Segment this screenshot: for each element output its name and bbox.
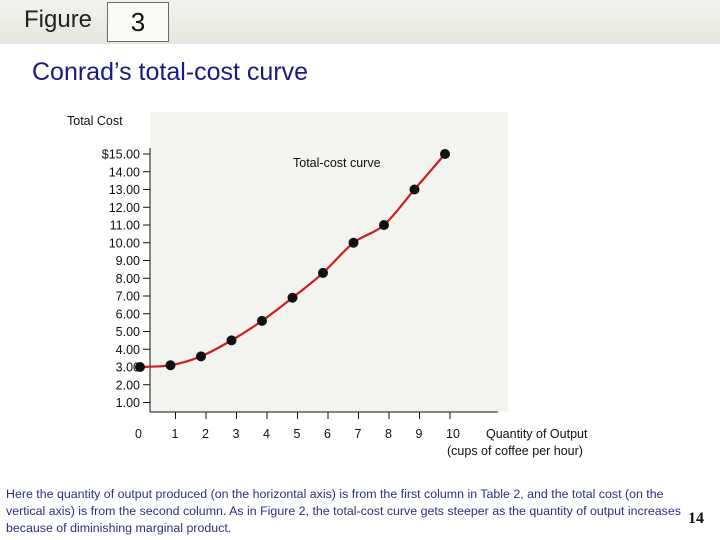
data-point xyxy=(348,237,359,248)
data-point xyxy=(440,149,450,159)
data-point xyxy=(165,360,176,371)
plot-background xyxy=(150,112,508,412)
y-tick-label: 4.00 xyxy=(116,343,140,357)
y-tick-label: 14.00 xyxy=(109,165,140,179)
data-point xyxy=(226,335,237,346)
y-tick-label: $15.00 xyxy=(102,148,140,162)
y-tick-label: 5.00 xyxy=(116,325,140,339)
x-tick-label: 4 xyxy=(263,427,270,441)
data-point xyxy=(135,362,145,372)
y-tick-label: 13.00 xyxy=(109,183,140,197)
data-point xyxy=(257,315,267,326)
x-axis-subtitle: (cups of coffee per hour) xyxy=(447,444,583,458)
x-tick-label: 3 xyxy=(233,427,240,441)
y-tick-label: 10.00 xyxy=(109,236,140,250)
total-cost-chart: 1.00 2.00 3.00 4.00 5.00 6.00 7.00 8.00 9.00 10.0… xyxy=(67,112,588,458)
y-tick-label: 6.00 xyxy=(116,307,140,321)
data-point xyxy=(287,292,298,303)
x-tick-label: 0 xyxy=(135,427,142,441)
y-tick-label: 12.00 xyxy=(109,201,140,215)
data-point xyxy=(379,220,389,230)
y-tick-label: 7.00 xyxy=(116,290,140,304)
x-tick-label: 9 xyxy=(416,427,423,441)
curve-label: Total-cost curve xyxy=(293,156,381,170)
x-ticks: 0 1 2 3 4 5 6 7 8 9 10 xyxy=(135,412,460,441)
data-points xyxy=(135,149,450,372)
y-tick-label: 11.00 xyxy=(110,219,140,233)
figure-caption: Here the quantity of output produced (on… xyxy=(6,487,681,535)
data-point xyxy=(409,184,420,195)
x-tick-label: 10 xyxy=(446,427,460,441)
x-tick-label: 5 xyxy=(294,427,301,441)
page-number: 14 xyxy=(688,510,704,527)
x-tick-label: 8 xyxy=(385,427,392,441)
y-tick-label: 1.00 xyxy=(116,396,140,410)
page-title: Conrad’s total-cost curve xyxy=(32,58,309,86)
x-tick-label: 2 xyxy=(202,427,209,441)
y-axis-title: Total Cost xyxy=(67,114,123,128)
y-tick-label: 2.00 xyxy=(116,378,140,392)
x-tick-label: 1 xyxy=(172,427,179,441)
data-point xyxy=(196,351,206,362)
x-tick-label: 7 xyxy=(355,427,362,441)
y-tick-label: 3.00 xyxy=(116,361,140,375)
figure-label: Figure xyxy=(24,6,93,33)
x-tick-label: 6 xyxy=(324,427,331,441)
y-tick-label: 9.00 xyxy=(116,254,140,268)
x-axis-title: Quantity of Output xyxy=(486,427,588,441)
data-point xyxy=(318,267,328,278)
y-tick-label: 8.00 xyxy=(116,272,140,286)
figure-number: 3 xyxy=(107,2,169,42)
y-ticks: 1.00 2.00 3.00 4.00 5.00 6.00 7.00 8.00 9.00 10.0… xyxy=(102,148,150,410)
